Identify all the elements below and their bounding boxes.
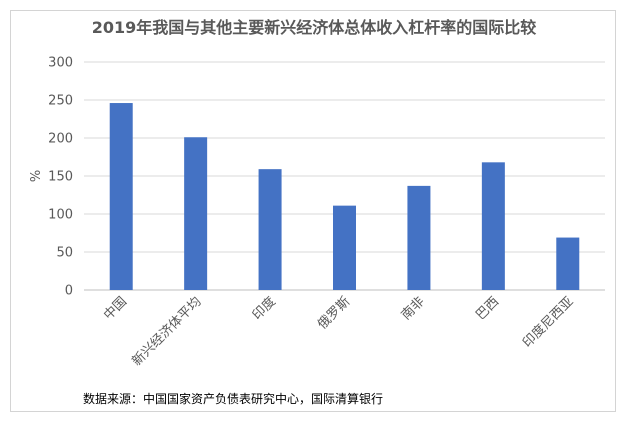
y-tick-label: 0 — [65, 284, 73, 299]
x-tick-label: 印度尼西亚 — [519, 294, 576, 351]
bars — [109, 103, 580, 290]
y-tick-label: 250 — [48, 94, 73, 109]
chart-title: 2019年我国与其他主要新兴经济体总体收入杠杆率的国际比较 — [91, 18, 537, 37]
y-axis-ticks: 0 50 100 150 200 250 300 — [48, 56, 73, 299]
bar-4 — [407, 185, 431, 290]
x-tick-label: 中国 — [101, 294, 130, 323]
bar-6 — [556, 237, 580, 290]
bar-0 — [109, 103, 133, 290]
y-tick-label: 300 — [48, 56, 73, 71]
x-axis-labels: 中国 新兴经济体平均 印度 俄罗斯 南非 巴西 印度尼西亚 — [101, 294, 577, 370]
y-tick-label: 150 — [48, 170, 73, 185]
y-axis-label: % — [29, 170, 44, 182]
bar-2 — [258, 169, 282, 290]
data-source-note: 数据来源：中国国家资产负债表研究中心，国际清算银行 — [83, 392, 384, 406]
bar-3 — [333, 205, 356, 290]
x-tick-label: 南非 — [398, 294, 428, 324]
x-tick-label: 新兴经济体平均 — [129, 294, 205, 370]
x-tick-label: 印度 — [249, 294, 279, 324]
bar-5 — [481, 162, 505, 290]
bar-1 — [184, 137, 208, 290]
y-tick-label: 50 — [56, 246, 73, 261]
x-tick-label: 俄罗斯 — [315, 294, 353, 332]
y-tick-label: 200 — [48, 132, 73, 147]
y-tick-label: 100 — [48, 208, 73, 223]
x-tick-label: 巴西 — [473, 294, 502, 323]
